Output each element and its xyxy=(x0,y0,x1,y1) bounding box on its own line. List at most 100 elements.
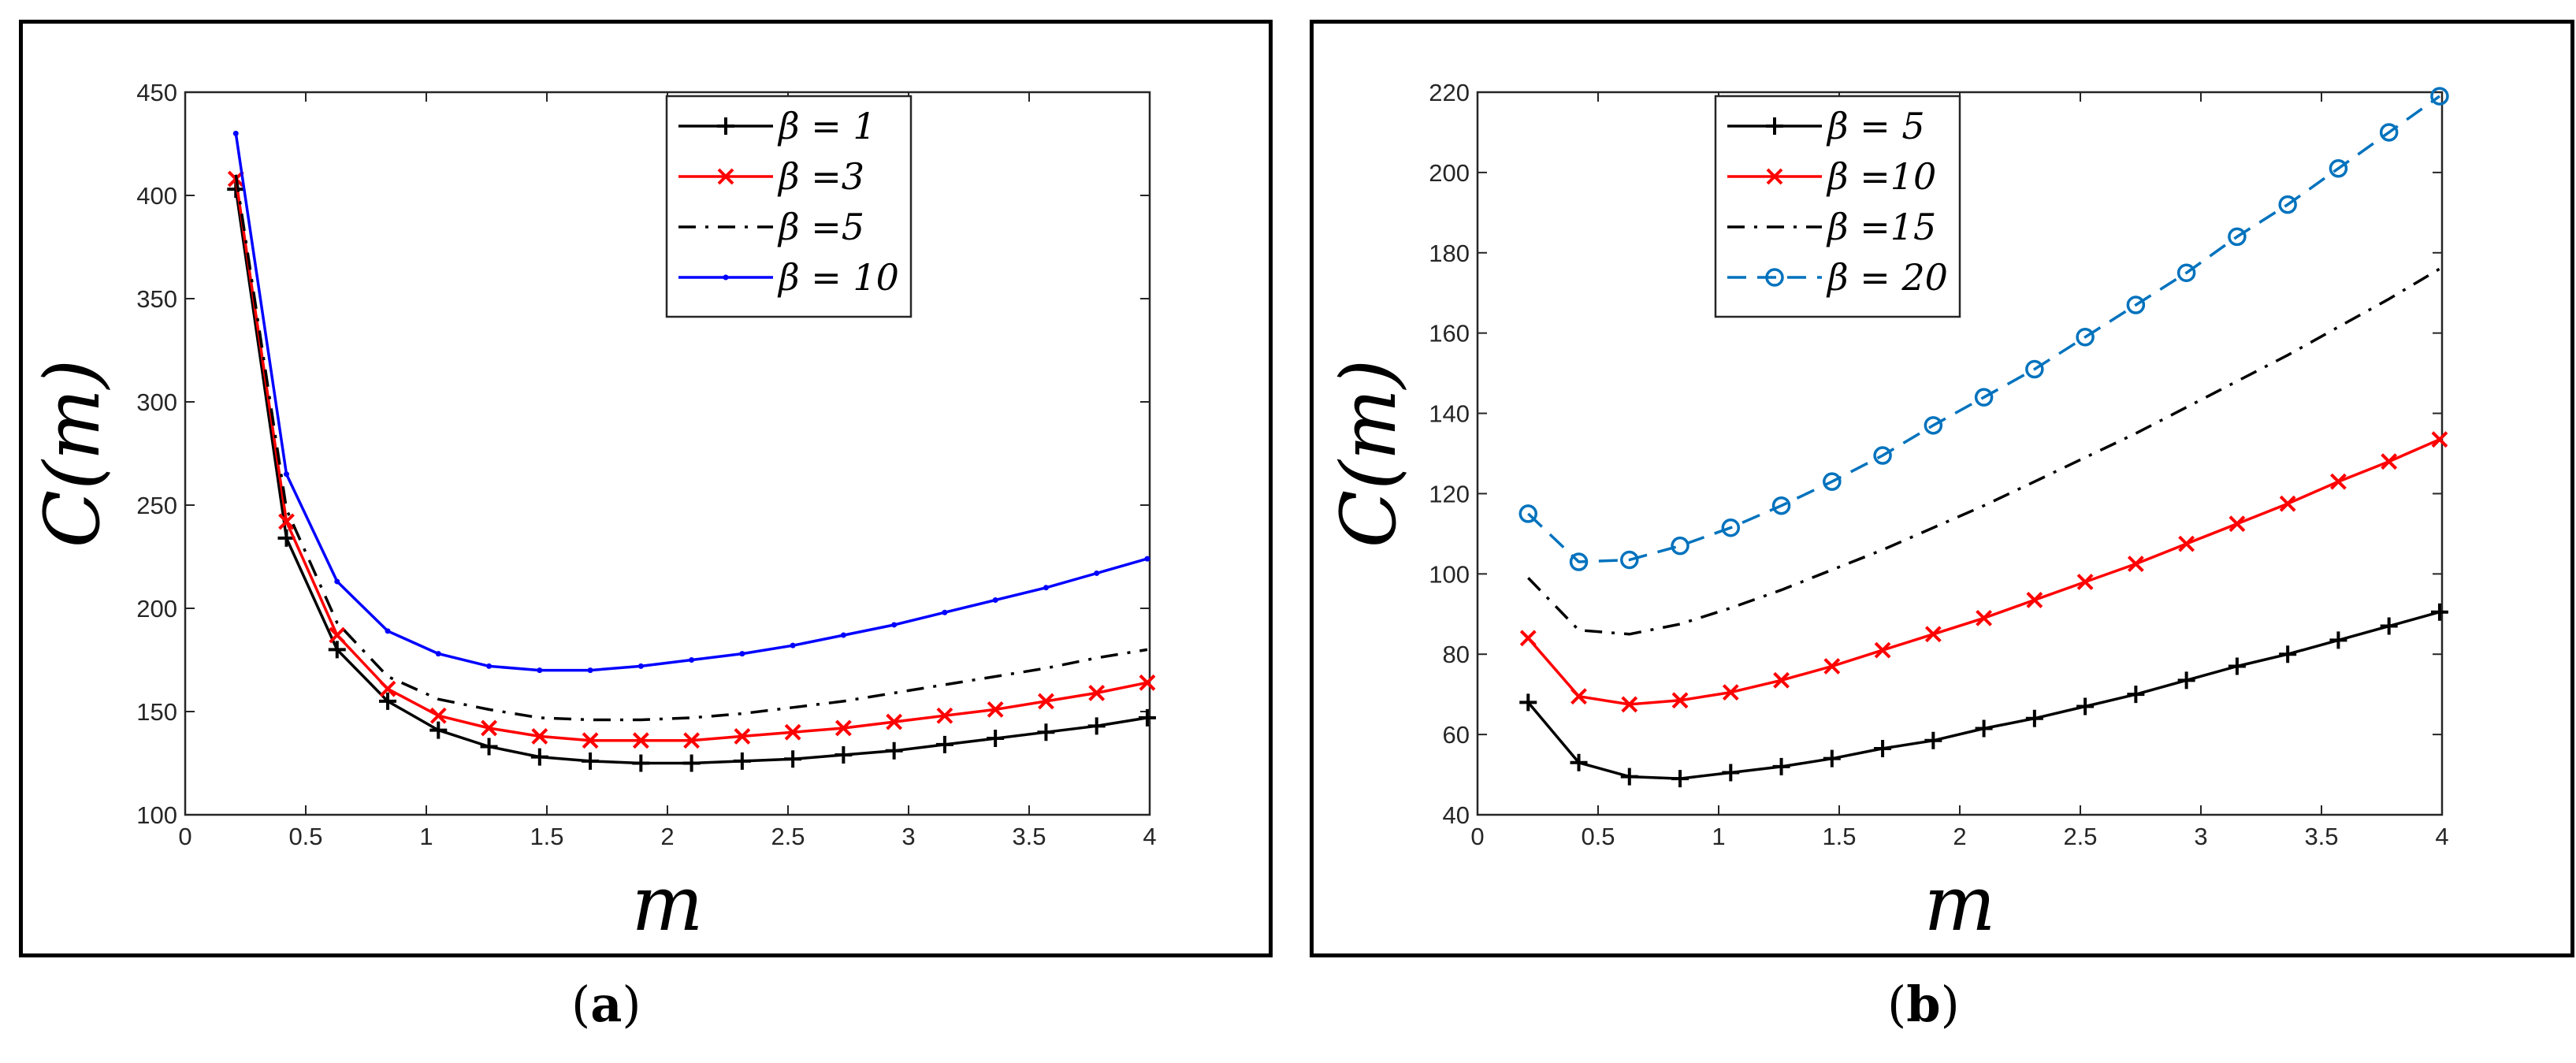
caption-b: (b) xyxy=(1887,976,1960,1033)
panel-a-chart: 0 0.5 1 1.5 2 2.5 3 3.5 4 100 150 200 250 300 350 400 45… xyxy=(28,79,1157,948)
panel-a-series-1-marker xyxy=(733,752,751,770)
panel-b-series-4-marker xyxy=(1974,388,1994,407)
panel-b-series-2 xyxy=(1519,431,2448,713)
panel-b-series-2-marker xyxy=(1519,630,1537,647)
panel-a-xtick-label: 2 xyxy=(660,823,674,850)
panel-a-series-4-marker xyxy=(537,667,543,674)
panel-b-series-4-marker xyxy=(2430,87,2449,106)
panel-b-series-4-marker xyxy=(2076,328,2095,347)
panel-a-ylabel: C(m) xyxy=(28,359,117,548)
panel-b-series-1-marker xyxy=(1620,768,1638,786)
panel-a-series-2-marker xyxy=(278,513,295,530)
panel-b-xlabel: m xyxy=(1924,860,1995,948)
panel-a-ytick-label: 400 xyxy=(136,182,177,210)
panel-b-chart: 0 0.5 1 1.5 2 2.5 3 3.5 4 40 60 80 100 120 140 160 180 20… xyxy=(1325,79,2449,948)
panel-b-legend-1-marker xyxy=(1766,117,1783,135)
panel-b-xtick-label: 1 xyxy=(1712,823,1725,850)
panel-b-series-2-marker xyxy=(1976,609,1993,626)
panel-a-xtick-label: 3 xyxy=(901,823,915,850)
panel-a-series-2-marker xyxy=(987,701,1004,718)
panel-b-series-4-marker xyxy=(1823,472,1842,491)
panel-a-ytick-label: 250 xyxy=(136,492,177,519)
panel-a-series-1-marker xyxy=(835,746,853,764)
panel-a-series-2-marker xyxy=(1038,693,1054,710)
panel-b-series-4-line xyxy=(1527,95,2440,563)
panel-b-series-1-marker xyxy=(1874,739,1892,757)
panel-a-series-2 xyxy=(227,170,1156,749)
panel-b-series-1-marker xyxy=(1772,757,1790,775)
panel-b-series-1-marker xyxy=(1975,719,1993,738)
panel-a-series-4-marker xyxy=(942,609,948,615)
panel-a-ytick-label: 150 xyxy=(136,698,177,726)
panel-b-series-2-marker xyxy=(1773,671,1790,689)
panel-b-series-1-marker xyxy=(2076,697,2095,715)
panel-a-series-4-marker xyxy=(486,663,493,669)
panel-a-series-2-marker xyxy=(582,732,599,749)
panel-b-ytick-label: 100 xyxy=(1429,560,1470,588)
panel-b-series-2-marker xyxy=(2178,535,2195,552)
panel-b-ytick-label: 220 xyxy=(1429,79,1470,106)
panel-a-legend: β = 1 β =3 β =5 β = 10 xyxy=(665,95,913,318)
panel-b-series-4-marker xyxy=(2228,227,2247,247)
panel-b-series-4-marker xyxy=(2025,359,2044,379)
panel-b-series-4-marker xyxy=(2126,295,2146,314)
panel-a-series-1-marker xyxy=(328,641,346,659)
panel-a-legend-label-3: β =5 xyxy=(777,206,864,248)
panel-a-ytick-label: 100 xyxy=(136,801,177,829)
panel-a-series-4-marker xyxy=(739,651,745,657)
panel-a-series-1-marker xyxy=(277,529,296,547)
panel-b-xtick-label: 3 xyxy=(2194,823,2207,850)
panel-b-xtick-label: 3.5 xyxy=(2304,823,2338,850)
panel-b-series-1-marker xyxy=(2329,631,2347,649)
panel-b-xtick-label: 0.5 xyxy=(1581,823,1615,850)
caption-a: (a) xyxy=(571,976,641,1033)
panel-a-series-1-marker xyxy=(1037,723,1055,741)
panel-a-series-2-marker xyxy=(481,719,497,737)
panel-b-series-2-marker xyxy=(2431,431,2448,448)
panel-b-ytick-label: 160 xyxy=(1429,320,1470,348)
panel-b-series-4-marker xyxy=(1620,550,1639,570)
panel-b-xtick-label: 2 xyxy=(1953,823,1966,850)
panel-b-ylabel: C(m) xyxy=(1325,359,1413,548)
panel-b-series-2-marker xyxy=(1621,696,1638,713)
panel-a-series-1-marker xyxy=(582,752,600,770)
panel-b-series-4-marker xyxy=(1518,504,1538,523)
panel-a-series-1-marker xyxy=(682,754,701,772)
panel-a-series-4-marker xyxy=(1144,556,1150,562)
panel-a-series-4-marker xyxy=(689,657,695,663)
panel-a-series-2-marker xyxy=(379,680,396,697)
panel-b-series-1-marker xyxy=(2430,603,2448,621)
panel-b-series-2-marker xyxy=(2228,515,2246,533)
panel-a-xtick-label: 0 xyxy=(178,823,191,850)
panel-b-legend-box xyxy=(1714,95,1961,318)
panel-a-series-1-marker xyxy=(885,741,903,760)
panel-b-legend-label-2: β =10 xyxy=(1826,155,1936,198)
panel-a-ytick-label: 300 xyxy=(136,388,177,416)
panel-b-series-2-marker xyxy=(1722,684,1739,701)
panel-a-series-2-marker xyxy=(531,728,548,745)
panel-a-legend-label-2: β =3 xyxy=(777,155,864,198)
panel-a-xtick-label: 0.5 xyxy=(288,823,322,850)
panel-a-series-1-marker xyxy=(429,721,448,739)
panel-a-series-2-marker xyxy=(429,707,447,724)
panel-a-xtick-label: 3.5 xyxy=(1012,823,1046,850)
panel-b-series-4-marker xyxy=(1771,496,1791,515)
panel-b-series-2-marker xyxy=(1924,626,1942,643)
panel-b-series-4-marker xyxy=(2379,123,2399,142)
panel-b-series-4-marker xyxy=(1924,416,1943,435)
panel-a-xtick-label: 1 xyxy=(419,823,433,850)
panel-a-series-3 xyxy=(234,174,1148,722)
panel-b-series-1-marker xyxy=(2228,657,2246,675)
panel-b-series-4-marker xyxy=(2329,159,2348,178)
panel-a-legend-4-marker xyxy=(723,274,729,281)
panel-b-series-3-line xyxy=(1527,267,2440,636)
panel-a-series-1-marker xyxy=(784,750,802,768)
panel-b-xtick-label: 0 xyxy=(1470,823,1484,850)
panel-a-xtick-label: 2.5 xyxy=(771,823,805,850)
panel-a-legend-label-1: β = 1 xyxy=(777,105,876,147)
panel-b-legend: β = 5 β =10 β =15 β = 20 xyxy=(1714,95,1961,318)
panel-a-series-2-marker xyxy=(632,732,649,749)
panel-a-series-2-marker xyxy=(1088,685,1106,701)
panel-a-series-1-marker xyxy=(379,692,397,710)
panel-b-series-2-marker xyxy=(2026,592,2043,608)
